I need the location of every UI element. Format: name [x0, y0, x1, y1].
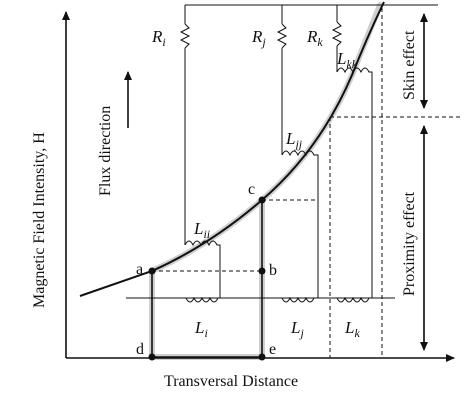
inductor-lj-coil [281, 296, 315, 303]
point-d-dot [148, 353, 156, 361]
field-curve [79, 1, 385, 297]
label-ri: Ri [151, 27, 166, 49]
inductor-ljj-coil [281, 150, 319, 298]
resistor-ri [179, 5, 191, 245]
label-rj: Rj [251, 27, 266, 49]
label-lk: Lk [344, 318, 360, 340]
label-li: Li [194, 318, 208, 340]
label-rk: Rk [306, 27, 323, 49]
flux-direction-label: Flux direction [97, 106, 114, 196]
inductor-li-coil [185, 296, 219, 303]
point-c-label: c [248, 181, 255, 198]
inductor-lii-coil [184, 240, 221, 298]
point-a-label: a [136, 261, 143, 278]
point-e-dot [258, 353, 266, 361]
y-axis-label: Magnetic Field Intensity, H [31, 132, 48, 308]
inductor-lk-coil [336, 296, 370, 303]
label-lii: Lii [193, 219, 210, 241]
label-lj: Lj [290, 318, 304, 340]
skin-effect-label: Skin effect [401, 30, 418, 100]
proximity-effect-label: Proximity effect [401, 191, 418, 296]
resistor-rj [276, 5, 288, 155]
point-b-label: b [269, 262, 277, 279]
resistor-rk [331, 5, 343, 72]
proximity-effect-bracket [410, 125, 438, 359]
point-e-label: e [269, 341, 276, 358]
point-d-label: d [136, 341, 144, 358]
point-a-dot [148, 267, 156, 275]
point-c-dot [258, 196, 266, 204]
skin-effect-bracket [410, 4, 438, 109]
x-axis-label: Transversal Distance [164, 373, 298, 390]
point-b-dot [258, 267, 266, 275]
label-ljj: Ljj [285, 129, 303, 151]
label-lkk: Lkk [336, 49, 358, 71]
highlight-curve [149, 2, 383, 274]
inductor-lkk-coil [336, 67, 373, 298]
